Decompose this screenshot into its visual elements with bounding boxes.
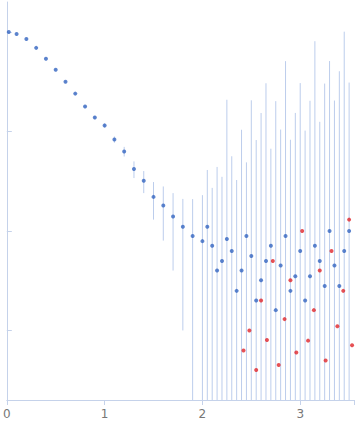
svg-text:3: 3	[296, 407, 304, 421]
svg-text:1: 1	[101, 407, 109, 421]
svg-text:2: 2	[199, 407, 207, 421]
svg-text:0: 0	[3, 407, 11, 421]
